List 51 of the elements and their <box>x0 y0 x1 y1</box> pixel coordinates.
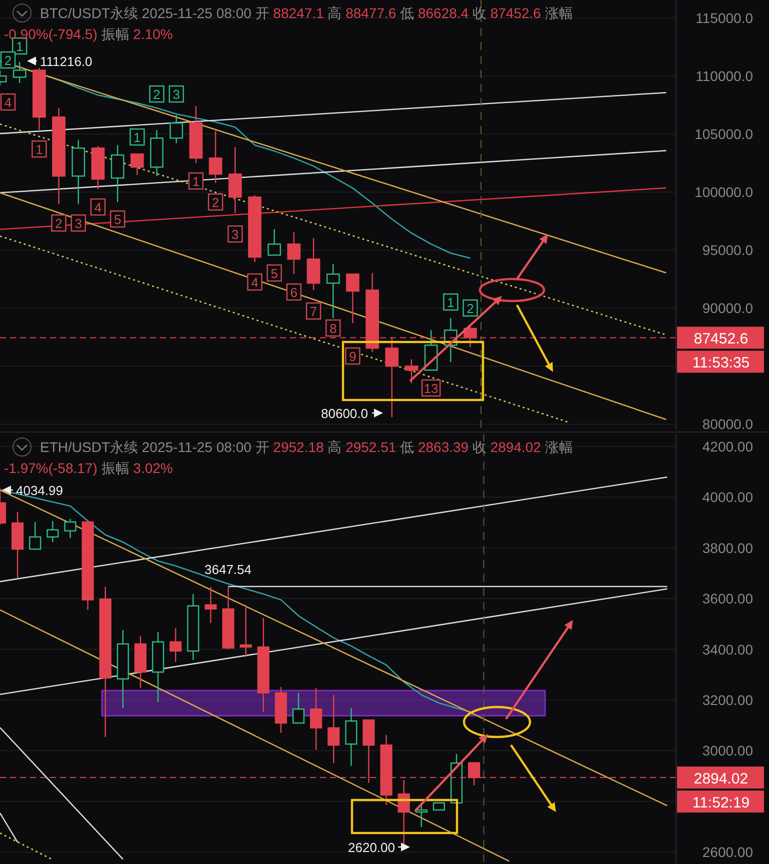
annotation: 3647.54 <box>204 562 252 577</box>
annotation: 2 <box>4 53 12 68</box>
annotation: 3 <box>74 216 82 231</box>
chart-title: ETH/USDT永续 2025-11-25 08:00 开 2952.18 高 2952.51 低 2863.39 收 2894.02 涨幅 <box>40 439 573 455</box>
annotation: 4034.99 <box>16 483 63 498</box>
ref-line-label: 2894.02 <box>694 770 748 788</box>
annotation: 5 <box>270 266 278 281</box>
annotation: 2620.00 <box>348 840 395 855</box>
y-tick-label: 95000.0 <box>702 242 754 258</box>
y-tick-label: 3800.00 <box>702 540 754 556</box>
annotation: 6 <box>290 285 298 300</box>
text: -1.97%(-58.17) 振幅 3.02% <box>4 460 173 476</box>
chart-title: BTC/USDT永续 2025-11-25 08:00 开 88247.1 高 88477.6 低 86628.4 收 87452.6 涨幅 <box>40 5 573 21</box>
annotation: 5 <box>114 212 122 227</box>
y-tick-label: 3600.00 <box>702 590 754 607</box>
y-tick-label: 3200.00 <box>702 692 754 708</box>
annotation: 1 <box>36 142 43 157</box>
text: 11:52:19 <box>692 794 750 812</box>
annotation: 2 <box>466 301 474 316</box>
y-tick-label: 110000.0 <box>696 68 754 84</box>
y-tick-label: 2600.00 <box>702 844 754 860</box>
annotation: 2 <box>153 87 160 102</box>
y-tick-label: 3400.00 <box>702 641 754 658</box>
annotation: 4 <box>94 200 102 215</box>
annotation: 111216.0 <box>40 54 92 69</box>
y-tick-label: 115000.0 <box>696 10 754 26</box>
annotation: 3 <box>232 227 239 242</box>
annotation: 1 <box>447 295 454 310</box>
y-tick-label: 4000.00 <box>702 489 754 506</box>
annotation: 80600.0 <box>321 406 368 421</box>
y-tick-label: 80000.0 <box>702 416 754 432</box>
y-tick-label: 4200.00 <box>702 438 754 454</box>
annotation: 1 <box>192 174 200 189</box>
y-tick-label: 105000.0 <box>694 126 754 142</box>
annotation: 3 <box>172 87 180 102</box>
annotation: 9 <box>349 349 356 364</box>
annotation: 2 <box>212 195 220 210</box>
y-tick-label: 100000.0 <box>694 184 754 200</box>
text: 11:53:35 <box>692 354 750 372</box>
y-tick-label: 90000.0 <box>702 300 754 316</box>
text: -0.90%(-794.5) 振幅 2.10% <box>4 26 173 42</box>
annotation: 4 <box>4 95 12 110</box>
annotation: 4 <box>251 275 258 290</box>
annotation: 13 <box>424 381 438 396</box>
ref-line-label: 87452.6 <box>694 330 748 348</box>
annotation: 2 <box>55 216 62 231</box>
y-tick-label: 3000.00 <box>702 742 754 759</box>
annotation: 1 <box>134 130 141 145</box>
annotation: 8 <box>329 321 337 336</box>
annotation: 7 <box>310 304 318 319</box>
annotation: 1 <box>16 39 24 54</box>
